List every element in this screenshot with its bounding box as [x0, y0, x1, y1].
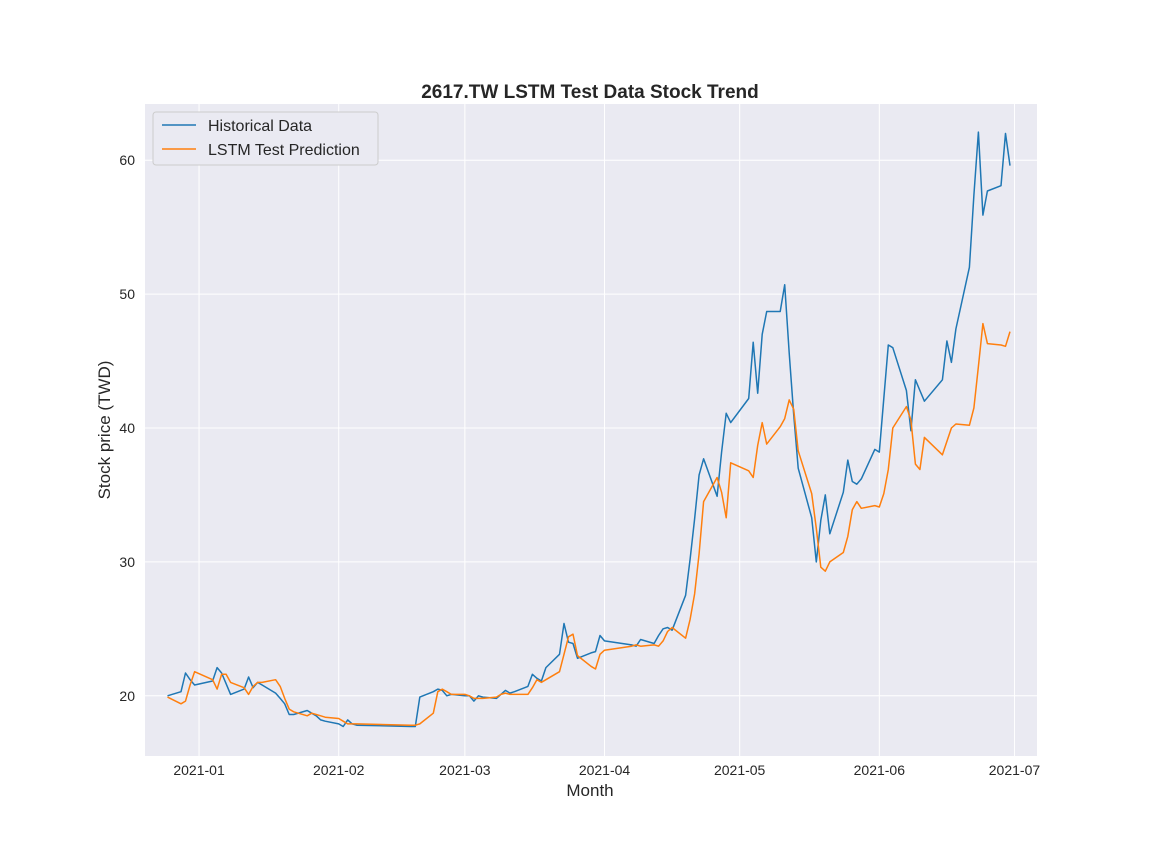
series-lines	[167, 131, 1011, 728]
plot-area	[145, 104, 1037, 756]
y-tick-label: 60	[119, 152, 135, 168]
y-tick-label: 50	[119, 286, 135, 302]
x-tick-label: 2021-03	[439, 762, 491, 778]
x-axis-label: Month	[566, 781, 613, 800]
legend: Historical Data LSTM Test Prediction	[152, 111, 379, 166]
x-tick-label: 2021-06	[854, 762, 906, 778]
series-line-historical	[167, 131, 1011, 728]
legend-label-historical: Historical Data	[208, 118, 312, 135]
legend-box	[152, 111, 379, 166]
y-axis-label: Stock price (TWD)	[95, 361, 114, 500]
y-tick-label: 20	[119, 688, 135, 704]
y-tick-label: 40	[119, 420, 135, 436]
series-line-prediction	[167, 322, 1011, 726]
x-tick-label: 2021-07	[989, 762, 1041, 778]
x-axis-ticks: 2021-01 2021-02 2021-03 2021-04 2021-05 2021-…	[173, 762, 1040, 778]
x-tick-label: 2021-04	[579, 762, 631, 778]
x-tick-label: 2021-02	[313, 762, 365, 778]
legend-label-prediction: LSTM Test Prediction	[208, 142, 360, 159]
y-axis-ticks: 20 30 40 50 60	[119, 152, 135, 704]
x-tick-label: 2021-05	[714, 762, 766, 778]
grid-lines	[145, 104, 1037, 756]
y-tick-label: 30	[119, 554, 135, 570]
chart-title: 2617.TW LSTM Test Data Stock Trend	[421, 82, 759, 103]
x-tick-label: 2021-01	[173, 762, 225, 778]
